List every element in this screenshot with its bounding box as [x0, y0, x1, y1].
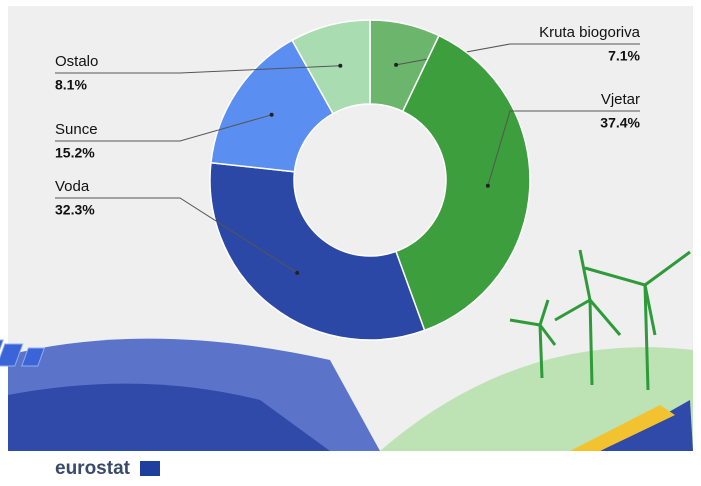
leader-line: [487, 110, 640, 186]
leader-dot: [485, 183, 490, 188]
donut-slice: [291, 19, 371, 115]
value-label: 32.3%: [55, 202, 95, 218]
dam: [8, 383, 330, 451]
value-label: 37.4%: [600, 115, 640, 131]
leader-dot: [394, 62, 399, 67]
leader-line: [55, 65, 341, 74]
category-label: Vjetar: [601, 91, 640, 108]
leader-dot: [295, 270, 300, 275]
category-label: Ostalo: [55, 53, 98, 70]
category-label: Voda: [55, 178, 90, 195]
corner-mark-yellow: [570, 405, 675, 451]
right-hill: [380, 347, 693, 451]
wind-turbines: [509, 249, 691, 391]
value-label: 15.2%: [55, 145, 95, 161]
category-label: Kruta biogoriva: [539, 24, 641, 41]
leader-dot: [269, 112, 274, 117]
leader-dot: [338, 63, 343, 68]
donut-slice: [209, 161, 426, 341]
logo-text: eurostat: [55, 458, 131, 479]
donut-slice: [394, 34, 531, 332]
eu-flag: [140, 461, 160, 476]
leader-line: [55, 114, 272, 142]
value-label: 8.1%: [55, 77, 87, 93]
category-label: Sunce: [55, 121, 98, 138]
value-label: 7.1%: [608, 48, 640, 64]
leader-line: [55, 197, 298, 274]
solar-panels: [0, 339, 46, 367]
donut-slice: [210, 39, 335, 173]
